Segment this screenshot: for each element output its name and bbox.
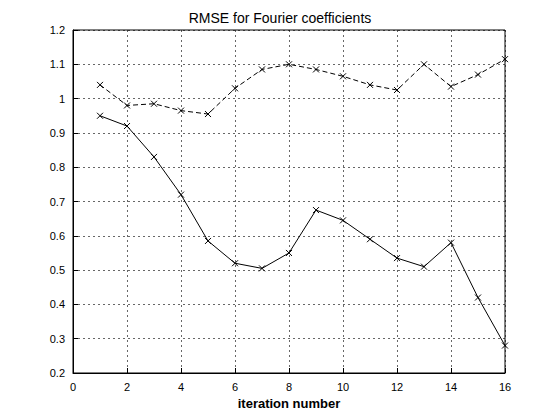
- svg-text:RMSE for Fourier coefficients: RMSE for Fourier coefficients: [189, 10, 372, 26]
- svg-text:12: 12: [391, 381, 403, 393]
- svg-text:0.5: 0.5: [50, 264, 65, 276]
- svg-text:iteration number: iteration number: [238, 396, 341, 411]
- svg-text:10: 10: [337, 381, 349, 393]
- svg-text:0.8: 0.8: [50, 161, 65, 173]
- svg-text:0.7: 0.7: [50, 196, 65, 208]
- svg-text:0: 0: [70, 381, 76, 393]
- svg-text:8: 8: [286, 381, 292, 393]
- svg-text:16: 16: [499, 381, 511, 393]
- svg-text:0.4: 0.4: [50, 298, 65, 310]
- svg-text:0.2: 0.2: [50, 367, 65, 379]
- svg-text:6: 6: [232, 381, 238, 393]
- svg-text:0.9: 0.9: [50, 127, 65, 139]
- svg-text:2: 2: [124, 381, 130, 393]
- svg-text:0.3: 0.3: [50, 333, 65, 345]
- svg-text:4: 4: [178, 381, 184, 393]
- svg-text:1.2: 1.2: [50, 24, 65, 36]
- svg-text:1.1: 1.1: [50, 58, 65, 70]
- svg-text:0.6: 0.6: [50, 230, 65, 242]
- svg-text:14: 14: [445, 381, 457, 393]
- svg-text:1: 1: [59, 93, 65, 105]
